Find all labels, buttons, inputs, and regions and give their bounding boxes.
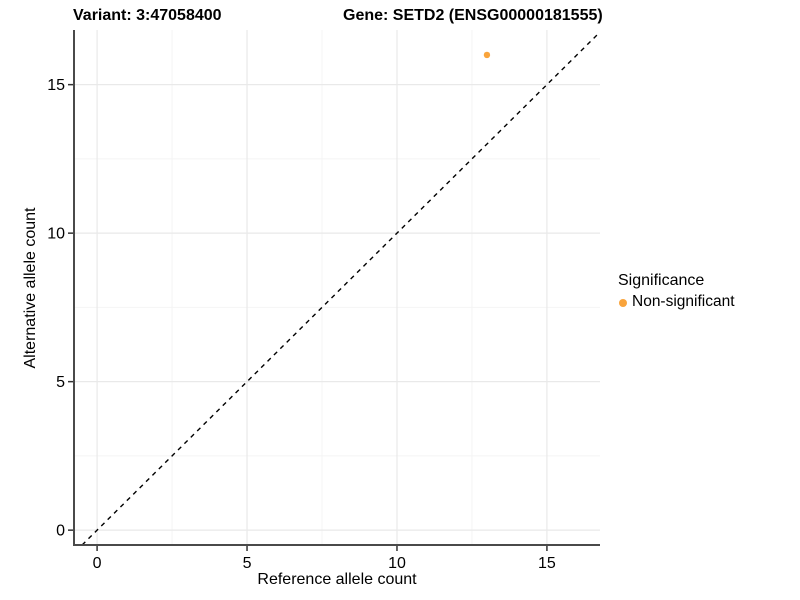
plot-title-gene: Gene: SETD2 (ENSG00000181555): [343, 7, 603, 24]
y-tick-label: 0: [56, 523, 65, 540]
y-tick-label: 10: [47, 226, 65, 243]
legend-item-label: Non-significant: [632, 293, 735, 310]
x-axis-label: Reference allele count: [257, 571, 417, 588]
x-tick-label: 15: [538, 555, 556, 572]
identity-reference-line: [81, 31, 601, 546]
y-tick-label: 5: [56, 374, 65, 391]
legend-point-icon: [619, 298, 627, 307]
x-tick-label: 0: [93, 555, 102, 572]
y-axis-label: Alternative allele count: [22, 207, 39, 369]
legend-item-non-significant: Non-significant: [616, 293, 735, 311]
legend: Significance Non-significant: [616, 272, 735, 311]
x-tick-label: 5: [243, 555, 252, 572]
data-point: [483, 51, 491, 59]
y-tick-label: 15: [47, 77, 65, 94]
x-tick-label: 10: [388, 555, 406, 572]
legend-title: Significance: [618, 272, 705, 289]
plot-title-variant: Variant: 3:47058400: [73, 7, 222, 24]
